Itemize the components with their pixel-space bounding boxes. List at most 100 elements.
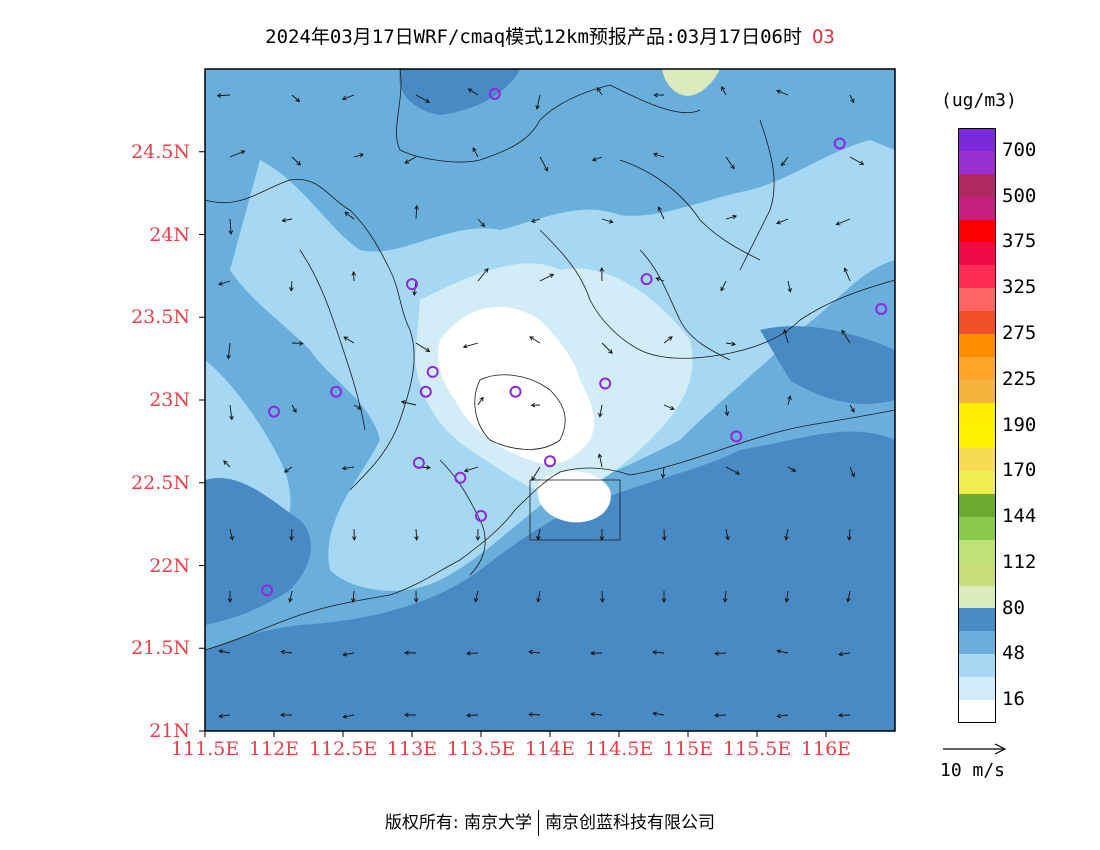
wind-arrow [661, 528, 667, 541]
wind-arrow [535, 94, 541, 110]
wind-arrow [776, 89, 789, 96]
wind-arrow [218, 713, 231, 719]
wind-arrow [351, 528, 357, 541]
wind-arrow [473, 590, 479, 603]
wind-arrow [725, 341, 737, 347]
lon-label: 115.5E [723, 738, 792, 760]
legend-label: 144 [1002, 505, 1037, 528]
wind-arrow [784, 528, 789, 541]
legend-label: 170 [1002, 459, 1037, 482]
wind-arrow [404, 156, 417, 164]
copyright-footer: 版权所有: 南京大学 南京创蓝科技有限公司 [0, 808, 1100, 836]
legend-swatch [958, 608, 996, 632]
wind-arrow [725, 214, 738, 220]
wind-arrow [714, 713, 727, 718]
wind-arrow [591, 156, 603, 162]
wind-arrow [539, 156, 549, 172]
wind-arrow [291, 404, 297, 414]
wind-arrow [341, 465, 355, 471]
wind-arrow [414, 528, 419, 541]
wind-arrow [280, 712, 293, 718]
wind-arrow [414, 204, 419, 220]
wind-arrow [462, 342, 479, 349]
legend-label: 275 [1002, 321, 1037, 344]
station-marker [261, 584, 274, 597]
station-marker [875, 302, 888, 315]
wind-arrow [288, 590, 293, 603]
wind-arrow [280, 649, 293, 655]
legend-swatch [958, 448, 996, 472]
lon-label: 112E [248, 738, 300, 760]
wind-arrow [351, 271, 357, 282]
wind-arrow [660, 466, 666, 479]
wind-arrow [849, 94, 855, 104]
legend-label: 16 [1002, 688, 1025, 711]
dark-patch-west [205, 478, 311, 625]
wind-arrow [849, 466, 855, 478]
legend-swatch [958, 265, 996, 289]
wind-arrow [661, 590, 667, 603]
footer-separator [538, 810, 540, 836]
wind-vectors [216, 85, 865, 719]
wind-arrow [472, 147, 479, 158]
wind-arrow [415, 94, 431, 103]
legend-swatch [958, 677, 996, 700]
wind-arrow [283, 466, 293, 473]
station-marker [426, 365, 439, 378]
wind-arrow [466, 651, 479, 656]
wind-arrow [344, 211, 355, 220]
wind-arrow [598, 404, 603, 418]
legend-swatch [958, 356, 996, 380]
legend-label: 80 [1002, 596, 1025, 619]
wind-arrow [477, 218, 486, 228]
lon-label: 115E [662, 738, 714, 760]
wind-reference-label: 10 m/s [940, 760, 1006, 781]
lat-label: 21.5N [131, 637, 190, 660]
wind-arrow [539, 273, 555, 282]
wind-arrow [838, 712, 851, 718]
wind-arrow [404, 650, 417, 656]
wind-arrow [227, 590, 233, 603]
wind-arrow [477, 268, 489, 282]
wind-arrow [596, 87, 603, 96]
lon-label: 114E [524, 738, 576, 760]
wind-arrow [601, 218, 614, 224]
wind-arrow [289, 528, 294, 541]
wind-arrow [725, 466, 741, 475]
wind-arrow [351, 590, 356, 603]
wind-arrow [353, 404, 362, 410]
legend-label: 375 [1002, 230, 1037, 253]
legend-swatch [958, 333, 996, 357]
station-marker [406, 278, 418, 291]
wind-arrow [776, 713, 789, 719]
legend-swatch [958, 173, 996, 197]
station-marker [509, 385, 522, 398]
wind-arrow [223, 460, 231, 468]
white-core [438, 306, 595, 464]
wind-arrow [663, 404, 675, 411]
legend-swatch [958, 562, 996, 586]
wind-arrow [291, 94, 301, 103]
wind-arrow [528, 649, 541, 655]
station-marker [833, 137, 846, 150]
legend-swatch [958, 196, 996, 220]
wind-arrow [291, 341, 304, 346]
color-legend [958, 128, 996, 723]
station-marker [730, 430, 743, 443]
legend-swatch [958, 494, 996, 517]
lon-label: 116E [800, 738, 852, 760]
wind-arrow [652, 711, 665, 717]
legend-swatch [958, 699, 996, 723]
station-marker [330, 385, 343, 398]
wind-arrow [281, 217, 293, 223]
wind-arrow [291, 156, 302, 166]
wind-arrow [226, 342, 232, 360]
wind-arrow [218, 649, 231, 654]
legend-label: 48 [1002, 642, 1025, 665]
wind-arrow [721, 85, 727, 96]
station-marker [412, 456, 425, 469]
title-main: 2024年03月17日WRF/cmaq模式12km预报产品:03月17日06时 [265, 26, 802, 48]
monitoring-stations [261, 87, 888, 597]
wind-arrow [843, 267, 851, 282]
